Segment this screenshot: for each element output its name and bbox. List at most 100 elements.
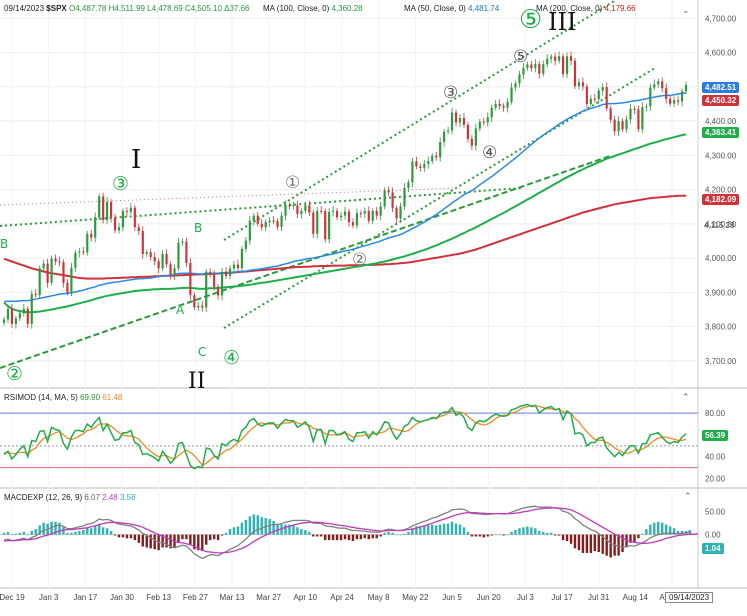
macd-histogram-bar xyxy=(34,529,37,535)
candle-body xyxy=(50,258,53,283)
macd-histogram-bar xyxy=(296,527,299,535)
macd-histogram-bar xyxy=(268,519,271,535)
candle-body xyxy=(276,221,279,227)
price-tick-label: 3,900.00 xyxy=(705,288,737,297)
macd-histogram-bar xyxy=(601,534,604,554)
candle-body xyxy=(625,119,628,130)
candle-body xyxy=(339,215,343,218)
ma100-legend: MA (100, Close, 0) 4,360.28 xyxy=(263,4,363,13)
macd-histogram-bar xyxy=(113,534,117,536)
macd-histogram-bar xyxy=(553,534,557,536)
macd-histogram-bar xyxy=(605,534,608,556)
x-tick-label: Mar 27 xyxy=(256,593,281,602)
candle-body xyxy=(22,308,25,314)
x-tick-label: Mar 13 xyxy=(220,593,245,602)
candle-body xyxy=(169,264,172,276)
candle-body xyxy=(498,103,501,106)
macd-histogram-bar xyxy=(668,526,672,535)
candle-body xyxy=(74,252,77,268)
candle-body xyxy=(684,85,688,92)
rsi-legend: RSIMOD (14, MA, 5) 69.90 61.48 xyxy=(4,393,122,402)
macd-histogram-bar xyxy=(153,534,156,550)
candle-body xyxy=(328,211,331,240)
legend-symbol: $SPX xyxy=(46,4,67,13)
candle-body xyxy=(510,87,513,102)
macd-histogram-bar xyxy=(581,534,585,553)
candle-body xyxy=(296,205,299,214)
macd-signal-value: 2.48 xyxy=(102,493,118,502)
candle-body xyxy=(10,308,14,324)
rsi-tick-label: 20.00 xyxy=(705,475,726,484)
macd-histogram-bar xyxy=(50,521,53,535)
macd-histogram-bar xyxy=(14,533,18,535)
macd-histogram-bar xyxy=(593,534,597,552)
candle-body xyxy=(605,87,608,109)
macd-histogram-bar xyxy=(486,534,489,537)
legend-date: 09/14/2023 xyxy=(4,4,45,13)
macd-histogram-bar xyxy=(549,532,553,535)
candle-body xyxy=(117,227,121,231)
macd-histogram-bar xyxy=(363,534,367,539)
wave-circle-3: ③ xyxy=(443,83,458,103)
macd-histogram-bar xyxy=(407,531,410,535)
candle-body xyxy=(94,217,97,238)
macd-histogram-bar xyxy=(300,529,303,535)
candle-body xyxy=(165,253,168,265)
candle-body xyxy=(201,305,204,308)
macd-histogram-bar xyxy=(557,534,561,536)
rsi-panel xyxy=(0,403,698,470)
candle-body xyxy=(375,210,378,216)
candle-body xyxy=(181,241,184,243)
ma200-label: MA (200, Close, 0) xyxy=(536,4,603,13)
collapse-icon-macd[interactable]: ⌃ xyxy=(684,491,692,501)
candle-body xyxy=(439,141,442,158)
candle-body xyxy=(601,87,604,91)
crosshair-date-label: 09/14/2023 xyxy=(665,592,714,603)
macd-histogram-bar xyxy=(82,530,85,535)
candle-body xyxy=(621,121,624,130)
macd-histogram-bar xyxy=(506,534,509,536)
candle-body xyxy=(359,213,362,215)
collapse-icon-price[interactable]: ⌄ xyxy=(682,5,690,15)
macd-histogram-bar xyxy=(577,534,581,551)
candle-body xyxy=(260,223,263,228)
candle-body xyxy=(141,231,144,254)
candle-body xyxy=(458,117,462,123)
macd-histogram-bar xyxy=(224,532,228,535)
macd-histogram-bar xyxy=(446,523,450,535)
candle-body xyxy=(209,271,212,275)
candle-body xyxy=(383,190,386,207)
candle-body xyxy=(129,207,132,212)
candle-body xyxy=(34,294,37,296)
candle-body xyxy=(264,222,267,228)
macd-histogram-bar xyxy=(97,523,101,535)
candle-body xyxy=(427,161,430,164)
x-tick-label: Jun 5 xyxy=(442,593,462,602)
candle-body xyxy=(284,205,287,216)
price-tick-label: 4,100.00 xyxy=(705,220,737,229)
macd-histogram-bar xyxy=(530,527,533,535)
macd-histogram-bar xyxy=(672,528,676,535)
macd-histogram-bar xyxy=(193,534,196,550)
x-tick-label: Jul 17 xyxy=(551,593,573,602)
channel-lower xyxy=(223,67,656,329)
ma100-label: MA (100, Close, 0) xyxy=(263,4,330,13)
macd-histogram-bar xyxy=(205,534,208,545)
candle-body xyxy=(224,271,228,276)
candle-body xyxy=(680,91,684,102)
candle-body xyxy=(133,207,136,228)
candle-body xyxy=(30,294,33,324)
candle-body xyxy=(645,106,648,108)
macd-histogram-bar xyxy=(569,534,573,544)
macd-histogram-bar xyxy=(331,534,335,541)
candle-body xyxy=(62,262,65,283)
wave-circle-2: ② xyxy=(352,250,367,270)
candle-body xyxy=(109,201,113,218)
candle-body xyxy=(470,138,473,146)
wave-label-II: II xyxy=(188,369,205,394)
ma50-label: MA (50, Close, 0) xyxy=(404,4,466,13)
macd-histogram-bar xyxy=(347,534,351,541)
collapse-icon-rsi[interactable]: ⌃ xyxy=(682,392,690,402)
candle-body xyxy=(86,233,89,253)
